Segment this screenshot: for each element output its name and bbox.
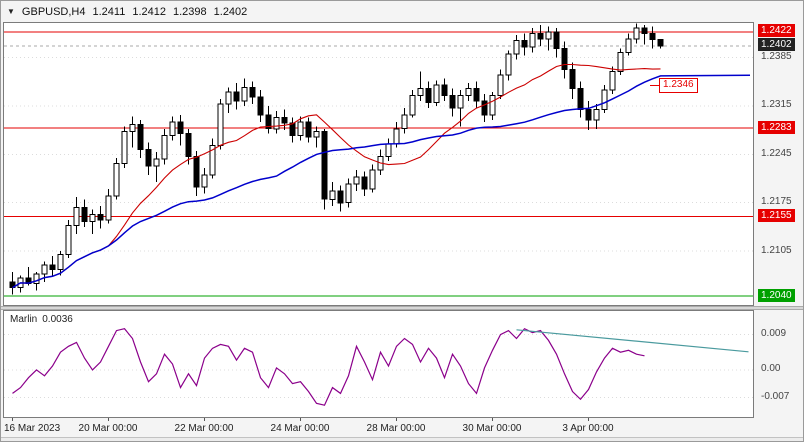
price-axis-badge: 1.2422 <box>758 24 795 37</box>
time-axis-label: 30 Mar 00:00 <box>462 423 522 434</box>
price-axis-label: 1.2175 <box>761 196 792 207</box>
time-axis-label: 24 Mar 00:00 <box>270 423 330 434</box>
main-chart-canvas[interactable] <box>4 23 753 305</box>
indicator-axis[interactable]: 0.009 0.00 -0.007 <box>755 310 803 418</box>
callout-pointer-icon <box>650 85 659 86</box>
time-axis-tick <box>204 418 205 421</box>
indicator-value: 0.0036 <box>42 314 73 325</box>
indicator-canvas[interactable] <box>4 311 753 417</box>
price-axis-badge: 1.2402 <box>758 38 795 51</box>
time-axis-label: 20 Mar 00:00 <box>78 423 138 434</box>
quote-high: 1.2412 <box>132 5 166 18</box>
quote-close: 1.2402 <box>213 5 248 18</box>
price-axis-label: 1.2245 <box>761 148 792 159</box>
indicator-name: Marlin <box>10 314 38 325</box>
chart-header: ▼ GBPUSD,H4 1.2411 1.2412 1.2398 1.2402 <box>1 1 803 22</box>
indicator-axis-label: -0.007 <box>761 391 790 402</box>
callout-label: 1.2346 <box>659 78 698 93</box>
time-axis-label: 16 Mar 2023 <box>4 423 61 434</box>
time-axis-label: 3 Apr 00:00 <box>562 423 614 434</box>
price-axis-label: 1.2315 <box>761 99 792 110</box>
price-axis-badge: 1.2155 <box>758 209 795 222</box>
price-axis-badge: 1.2040 <box>758 289 795 302</box>
indicator-axis-label: 0.00 <box>761 363 781 374</box>
time-axis[interactable]: 16 Mar 2023 20 Mar 00:00 22 Mar 00:00 24 Ma… <box>1 418 803 437</box>
quote-low: 1.2398 <box>172 5 207 18</box>
window-splitter[interactable] <box>1 306 803 310</box>
time-axis-tick <box>300 418 301 421</box>
indicator-window[interactable]: Marlin 0.0036 <box>3 310 754 418</box>
time-axis-tick <box>12 418 13 421</box>
bottom-scrollbar-area[interactable] <box>1 437 803 441</box>
price-axis[interactable]: 1.2422 1.2402 1.2385 1.2315 1.2283 1.2245 1.21… <box>755 22 803 306</box>
price-axis-badge: 1.2283 <box>758 121 795 134</box>
time-axis-tick <box>396 418 397 421</box>
time-axis-tick <box>492 418 493 421</box>
time-axis-label: 28 Mar 00:00 <box>366 423 426 434</box>
indicator-label: Marlin 0.0036 <box>10 314 73 325</box>
main-chart[interactable]: 1.2346 <box>3 22 754 306</box>
indicator-axis-label: 0.009 <box>761 328 787 339</box>
time-axis-label: 22 Mar 00:00 <box>174 423 234 434</box>
time-axis-tick <box>108 418 109 421</box>
symbol-marker-icon[interactable]: ▼ <box>7 6 15 16</box>
symbol-label: GBPUSD,H4 <box>21 5 86 18</box>
quote-open: 1.2411 <box>92 5 126 18</box>
price-callout[interactable]: 1.2346 <box>650 78 698 93</box>
time-axis-tick <box>588 418 589 421</box>
price-axis-label: 1.2105 <box>761 245 792 256</box>
price-axis-label: 1.2385 <box>761 51 792 62</box>
